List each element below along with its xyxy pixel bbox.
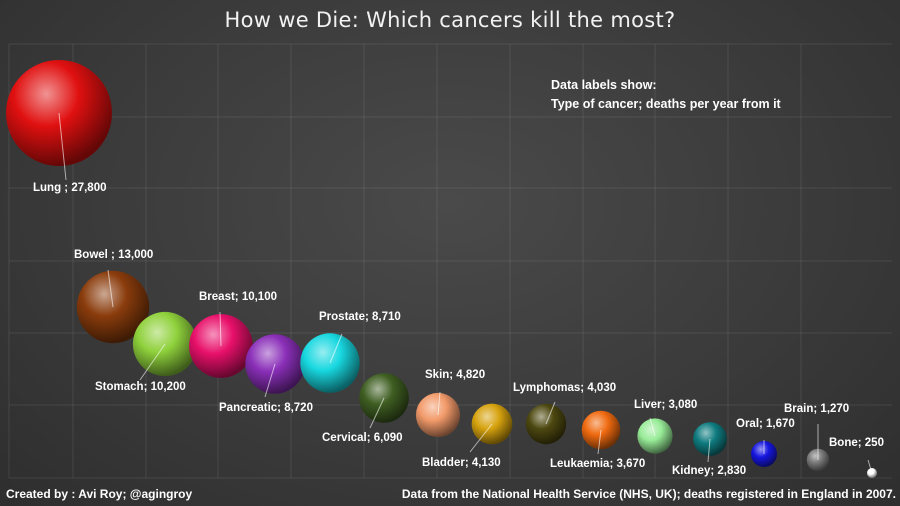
note-line-2: Type of cancer; deaths per year from it — [551, 97, 781, 111]
label-bowel: Bowel ; 13,000 — [74, 249, 153, 261]
leader-line-kidney — [707, 438, 711, 463]
chart-title: How we Die: Which cancers kill the most? — [224, 8, 676, 32]
leader-line-prostate — [329, 333, 343, 364]
label-kidney: Kidney; 2,830 — [672, 465, 746, 477]
leader-line-cervical — [369, 397, 385, 429]
bubbles-layer — [6, 60, 877, 478]
bubble-bowel — [76, 270, 150, 344]
label-bone: Bone; 250 — [829, 437, 884, 449]
label-prostate: Prostate; 8,710 — [319, 311, 401, 323]
leader-line-leukaemia — [597, 429, 602, 455]
leader-line-bone — [867, 459, 873, 474]
label-brain: Brain; 1,270 — [784, 403, 849, 415]
label-breast: Breast; 10,100 — [199, 291, 277, 303]
label-lymphomas: Lymphomas; 4,030 — [513, 382, 616, 394]
leader-line-pancreatic — [264, 363, 276, 398]
leader-line-skin — [437, 391, 441, 416]
labels-layer: Lung ; 27,800 Bowel ; 13,000 Stomach; 10,2… — [33, 112, 884, 477]
label-skin: Skin; 4,820 — [425, 369, 485, 381]
leader-line-bowel — [107, 269, 114, 308]
source-text: Data from the National Health Service (N… — [401, 487, 896, 501]
leader-line-lymphomas — [545, 401, 556, 425]
label-lung: Lung ; 27,800 — [33, 182, 107, 194]
label-stomach: Stomach; 10,200 — [95, 381, 186, 393]
leader-line-liver — [649, 417, 656, 437]
leader-line-stomach — [139, 343, 166, 381]
grid-lines — [8, 43, 892, 479]
note-line-1: Data labels show: — [551, 78, 657, 92]
label-oral: Oral; 1,670 — [736, 418, 795, 430]
label-liver: Liver; 3,080 — [634, 399, 697, 411]
label-pancreatic: Pancreatic; 8,720 — [219, 402, 313, 414]
label-cervical: Cervical; 6,090 — [322, 432, 403, 444]
leader-line-lung — [58, 112, 67, 181]
label-bladder: Bladder; 4,130 — [422, 457, 501, 469]
leader-line-breast — [219, 311, 222, 347]
data-label-note: Data labels show: Type of cancer; deaths… — [551, 76, 781, 114]
label-leukaemia: Leukaemia; 3,670 — [550, 458, 645, 470]
credit-text: Created by : Avi Roy; @agingroy — [6, 487, 193, 501]
leader-line-bladder — [469, 423, 493, 453]
